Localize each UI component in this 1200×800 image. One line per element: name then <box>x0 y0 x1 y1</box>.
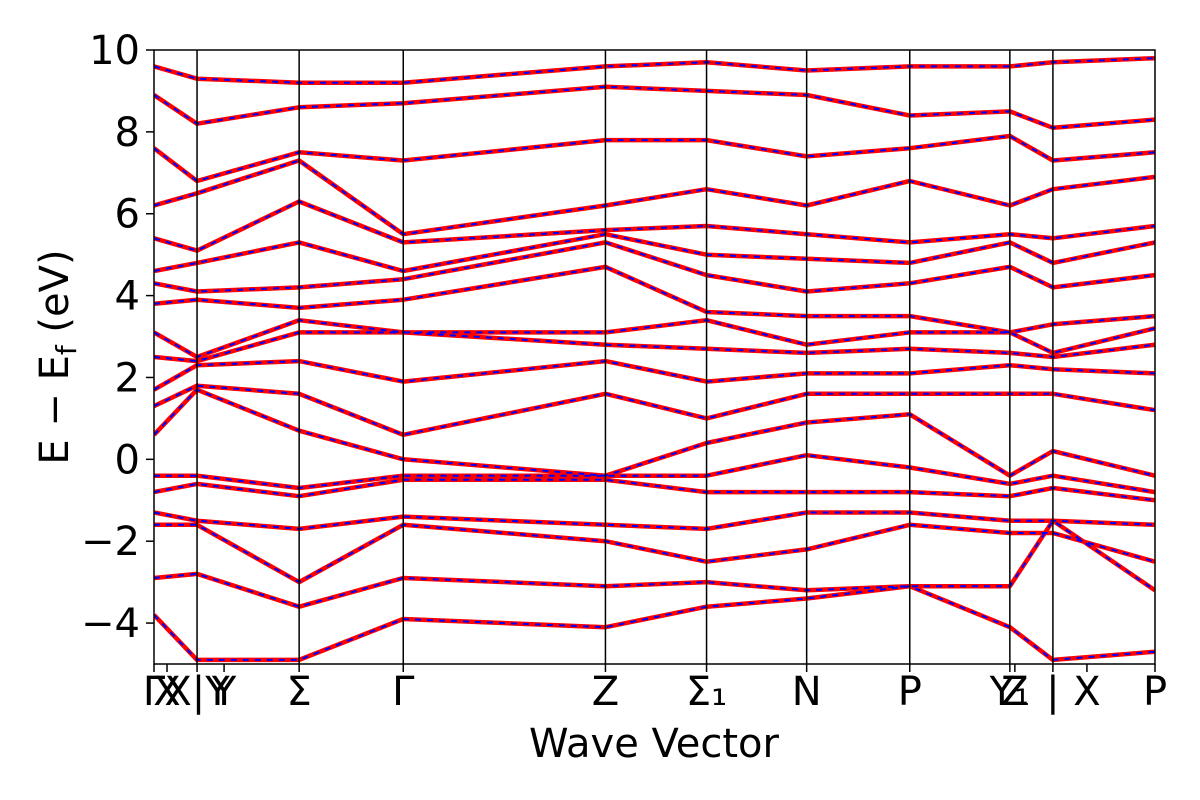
x-tick-label: Z <box>1001 669 1028 715</box>
x-axis-label: Wave Vector <box>529 721 780 767</box>
x-tick-label: N <box>792 669 822 715</box>
y-tick-label: 4 <box>115 274 140 320</box>
band-line-fit-7 <box>154 384 1155 436</box>
y-tick-label: 10 <box>89 28 140 74</box>
x-tick-label: Y <box>211 669 237 715</box>
y-tick-label: 0 <box>115 437 140 483</box>
x-tick-label: Σ <box>287 669 312 715</box>
band-line-fit-2 <box>154 523 1155 584</box>
y-tick-label: 8 <box>115 110 140 156</box>
x-tick-label: X <box>1073 669 1100 715</box>
plot-frame <box>153 49 1156 665</box>
x-tick-label: P <box>898 669 922 715</box>
x-tick-label: Γ <box>392 669 415 715</box>
x-tick-label: X <box>153 669 180 715</box>
x-tick-label: Y₁ <box>989 669 1030 715</box>
x-tick-label: X|Y <box>164 669 230 715</box>
band-line-fit-17 <box>154 85 1155 129</box>
y-tick-label: −4 <box>81 601 140 647</box>
band-line-fit-14 <box>154 200 1155 252</box>
x-axis: ΓXX|YY Σ Γ Z Σ₁ N P Y₁Z | X P <box>143 664 1167 715</box>
y-axis: −4 −2 0 2 4 6 8 10 <box>81 28 154 647</box>
y-tick-label: 2 <box>115 355 140 401</box>
y-axis-label: E − Ef (eV) <box>32 249 83 464</box>
x-tick-label: | <box>1046 669 1059 715</box>
high-symmetry-lines <box>196 50 1054 664</box>
x-tick-label: P <box>1143 669 1167 715</box>
y-tick-label: 6 <box>115 192 140 238</box>
band-line-fit-1 <box>154 519 1155 608</box>
x-tick-label: Z <box>592 669 619 715</box>
x-tick-label: Σ₁ <box>686 669 727 715</box>
y-tick-label: −2 <box>81 519 140 565</box>
x-tick-label: Γ <box>143 669 166 715</box>
band-line-fit-12 <box>154 241 1155 293</box>
